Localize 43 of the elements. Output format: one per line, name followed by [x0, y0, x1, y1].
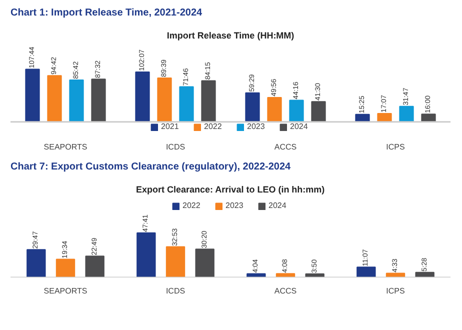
legend-label: 2023	[247, 122, 266, 131]
legend-label: 2024	[268, 201, 288, 210]
x-tick-label: ACCS	[274, 142, 297, 152]
bar	[245, 92, 260, 122]
bar	[136, 232, 156, 278]
x-tick-label: ICPS	[386, 142, 405, 152]
legend-label: 2024	[290, 122, 309, 131]
bar	[246, 273, 266, 278]
x-tick-label: ICPS	[386, 286, 405, 296]
bar	[276, 273, 296, 278]
chart-title: Chart 1: Import Release Time, 2021-2024	[10, 8, 203, 18]
chart-title: Chart 7: Export Customs Clearance (regulatory), 2022-2024	[10, 162, 292, 172]
bar	[47, 75, 62, 122]
bar	[135, 71, 150, 122]
legend-label: 2021	[161, 122, 180, 131]
bar	[166, 246, 186, 278]
bar	[91, 78, 106, 122]
x-tick-label: SEAPORTS	[44, 286, 88, 296]
bar	[356, 266, 376, 278]
legend-label: 2022	[182, 201, 202, 210]
bar	[56, 258, 76, 278]
legend-label: 2023	[226, 201, 244, 210]
x-tick-label: ICDS	[166, 142, 186, 152]
bar	[267, 96, 282, 122]
legend-label: 2022	[204, 122, 223, 131]
bar	[69, 79, 84, 122]
chart-subtitle: Import Release Time (HH:MM)	[166, 30, 294, 40]
bar	[311, 101, 326, 122]
x-tick-label: SEAPORTS	[44, 142, 88, 152]
bar	[85, 256, 104, 278]
x-tick-label: ICDS	[166, 286, 186, 296]
x-tick-label: ACCS	[274, 286, 297, 296]
bar	[399, 106, 414, 122]
bar	[26, 249, 46, 278]
bar	[201, 80, 216, 122]
bar	[25, 68, 40, 122]
bar	[195, 248, 214, 278]
chart-subtitle: Export Clearance: Arrival to LEO (in hh:mm)	[136, 184, 325, 194]
bar	[386, 272, 406, 278]
bar	[179, 86, 194, 122]
bar	[289, 100, 304, 122]
bar	[157, 78, 172, 122]
bar	[415, 272, 434, 278]
